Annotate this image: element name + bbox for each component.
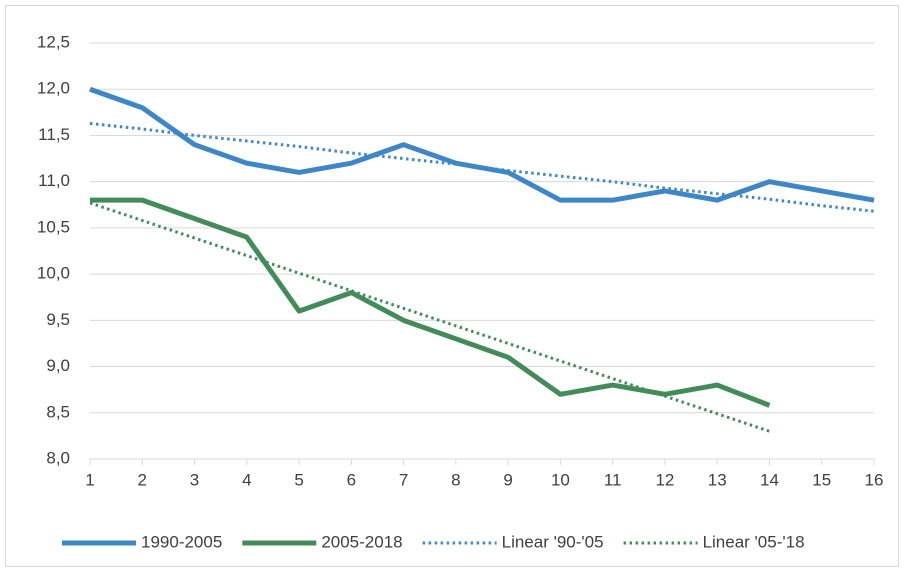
x-tick-label: 14	[760, 470, 779, 489]
x-tick-label: 1	[85, 470, 94, 489]
y-tick-label: 10,5	[37, 217, 70, 236]
x-tick-label: 11	[604, 470, 622, 489]
x-tick-label: 5	[294, 470, 303, 489]
legend-label: Linear '05-'18	[703, 532, 805, 551]
y-tick-label: 8,5	[46, 402, 70, 421]
y-tick-label: 8,0	[46, 448, 70, 467]
x-tick-label: 9	[503, 470, 512, 489]
y-tick-label: 12,0	[37, 79, 70, 98]
x-tick-label: 8	[451, 470, 460, 489]
legend-label: Linear '90-'05	[502, 532, 604, 551]
y-tick-label: 10,0	[37, 264, 70, 283]
legend-label: 2005-2018	[321, 532, 402, 551]
x-tick-label: 2	[138, 470, 147, 489]
x-tick-label: 12	[655, 470, 674, 489]
x-tick-label: 7	[399, 470, 408, 489]
x-tick-label: 10	[551, 470, 570, 489]
series-line	[89, 86, 875, 203]
y-tick-label: 9,0	[46, 356, 70, 375]
series-line	[90, 197, 771, 408]
x-tick-label: 6	[347, 470, 356, 489]
x-tick-label: 15	[812, 470, 831, 489]
y-tick-label: 11,5	[38, 125, 70, 144]
x-tick-label: 13	[708, 470, 727, 489]
y-tick-label: 9,5	[46, 310, 70, 329]
x-tick-label: 4	[242, 470, 251, 489]
y-tick-label: 11,0	[38, 171, 70, 190]
x-tick-label: 3	[190, 470, 199, 489]
chart-border	[5, 5, 899, 567]
x-tick-label: 16	[865, 470, 884, 489]
legend-label: 1990-2005	[141, 532, 222, 551]
y-tick-label: 12,5	[37, 32, 70, 51]
